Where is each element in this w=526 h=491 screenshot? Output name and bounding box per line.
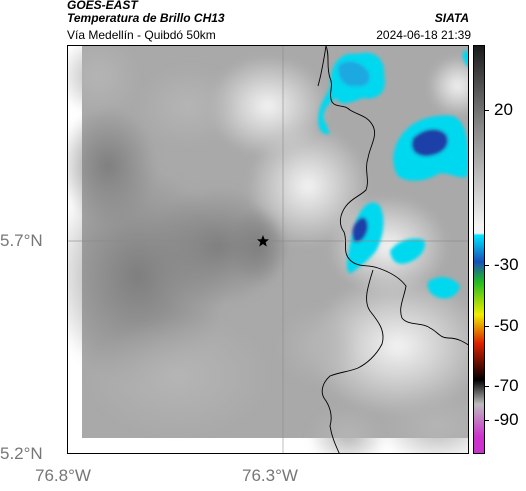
cold-cloud-tops <box>318 51 468 299</box>
star-marker <box>257 235 269 247</box>
satellite-map[interactable] <box>67 45 469 454</box>
latitude-label: 5.7°N <box>0 231 43 250</box>
title-region: Vía Medellín - Quibdó 50km <box>67 28 216 42</box>
graticule <box>68 46 468 453</box>
boundary-lines <box>317 46 468 453</box>
colorbar-label: -70 <box>494 376 519 395</box>
colorbar-label: 20 <box>494 100 513 119</box>
colorbar-tick <box>485 326 489 327</box>
colorbar-tick <box>485 420 489 421</box>
longitude-label: 76.8°W <box>35 466 91 485</box>
colorbar-label: -90 <box>494 410 519 429</box>
title-datetime: 2024-06-18 21:39 <box>376 28 471 42</box>
title-organization: SIATA <box>434 11 469 25</box>
map-canvas <box>68 46 468 453</box>
colorbar-label: -50 <box>494 316 519 335</box>
colorbar <box>473 45 485 454</box>
title-source: GOES-EAST <box>67 0 138 12</box>
colorbar-label: -30 <box>494 255 519 274</box>
longitude-label: 76.3°W <box>242 466 298 485</box>
colorbar-tick <box>485 386 489 387</box>
colorbar-tick <box>485 265 489 266</box>
colorbar-tick <box>485 110 489 111</box>
brightness-texture <box>68 46 468 453</box>
title-product: Temperatura de Brillo CH13 <box>67 11 225 25</box>
latitude-label: 5.2°N <box>0 444 43 463</box>
